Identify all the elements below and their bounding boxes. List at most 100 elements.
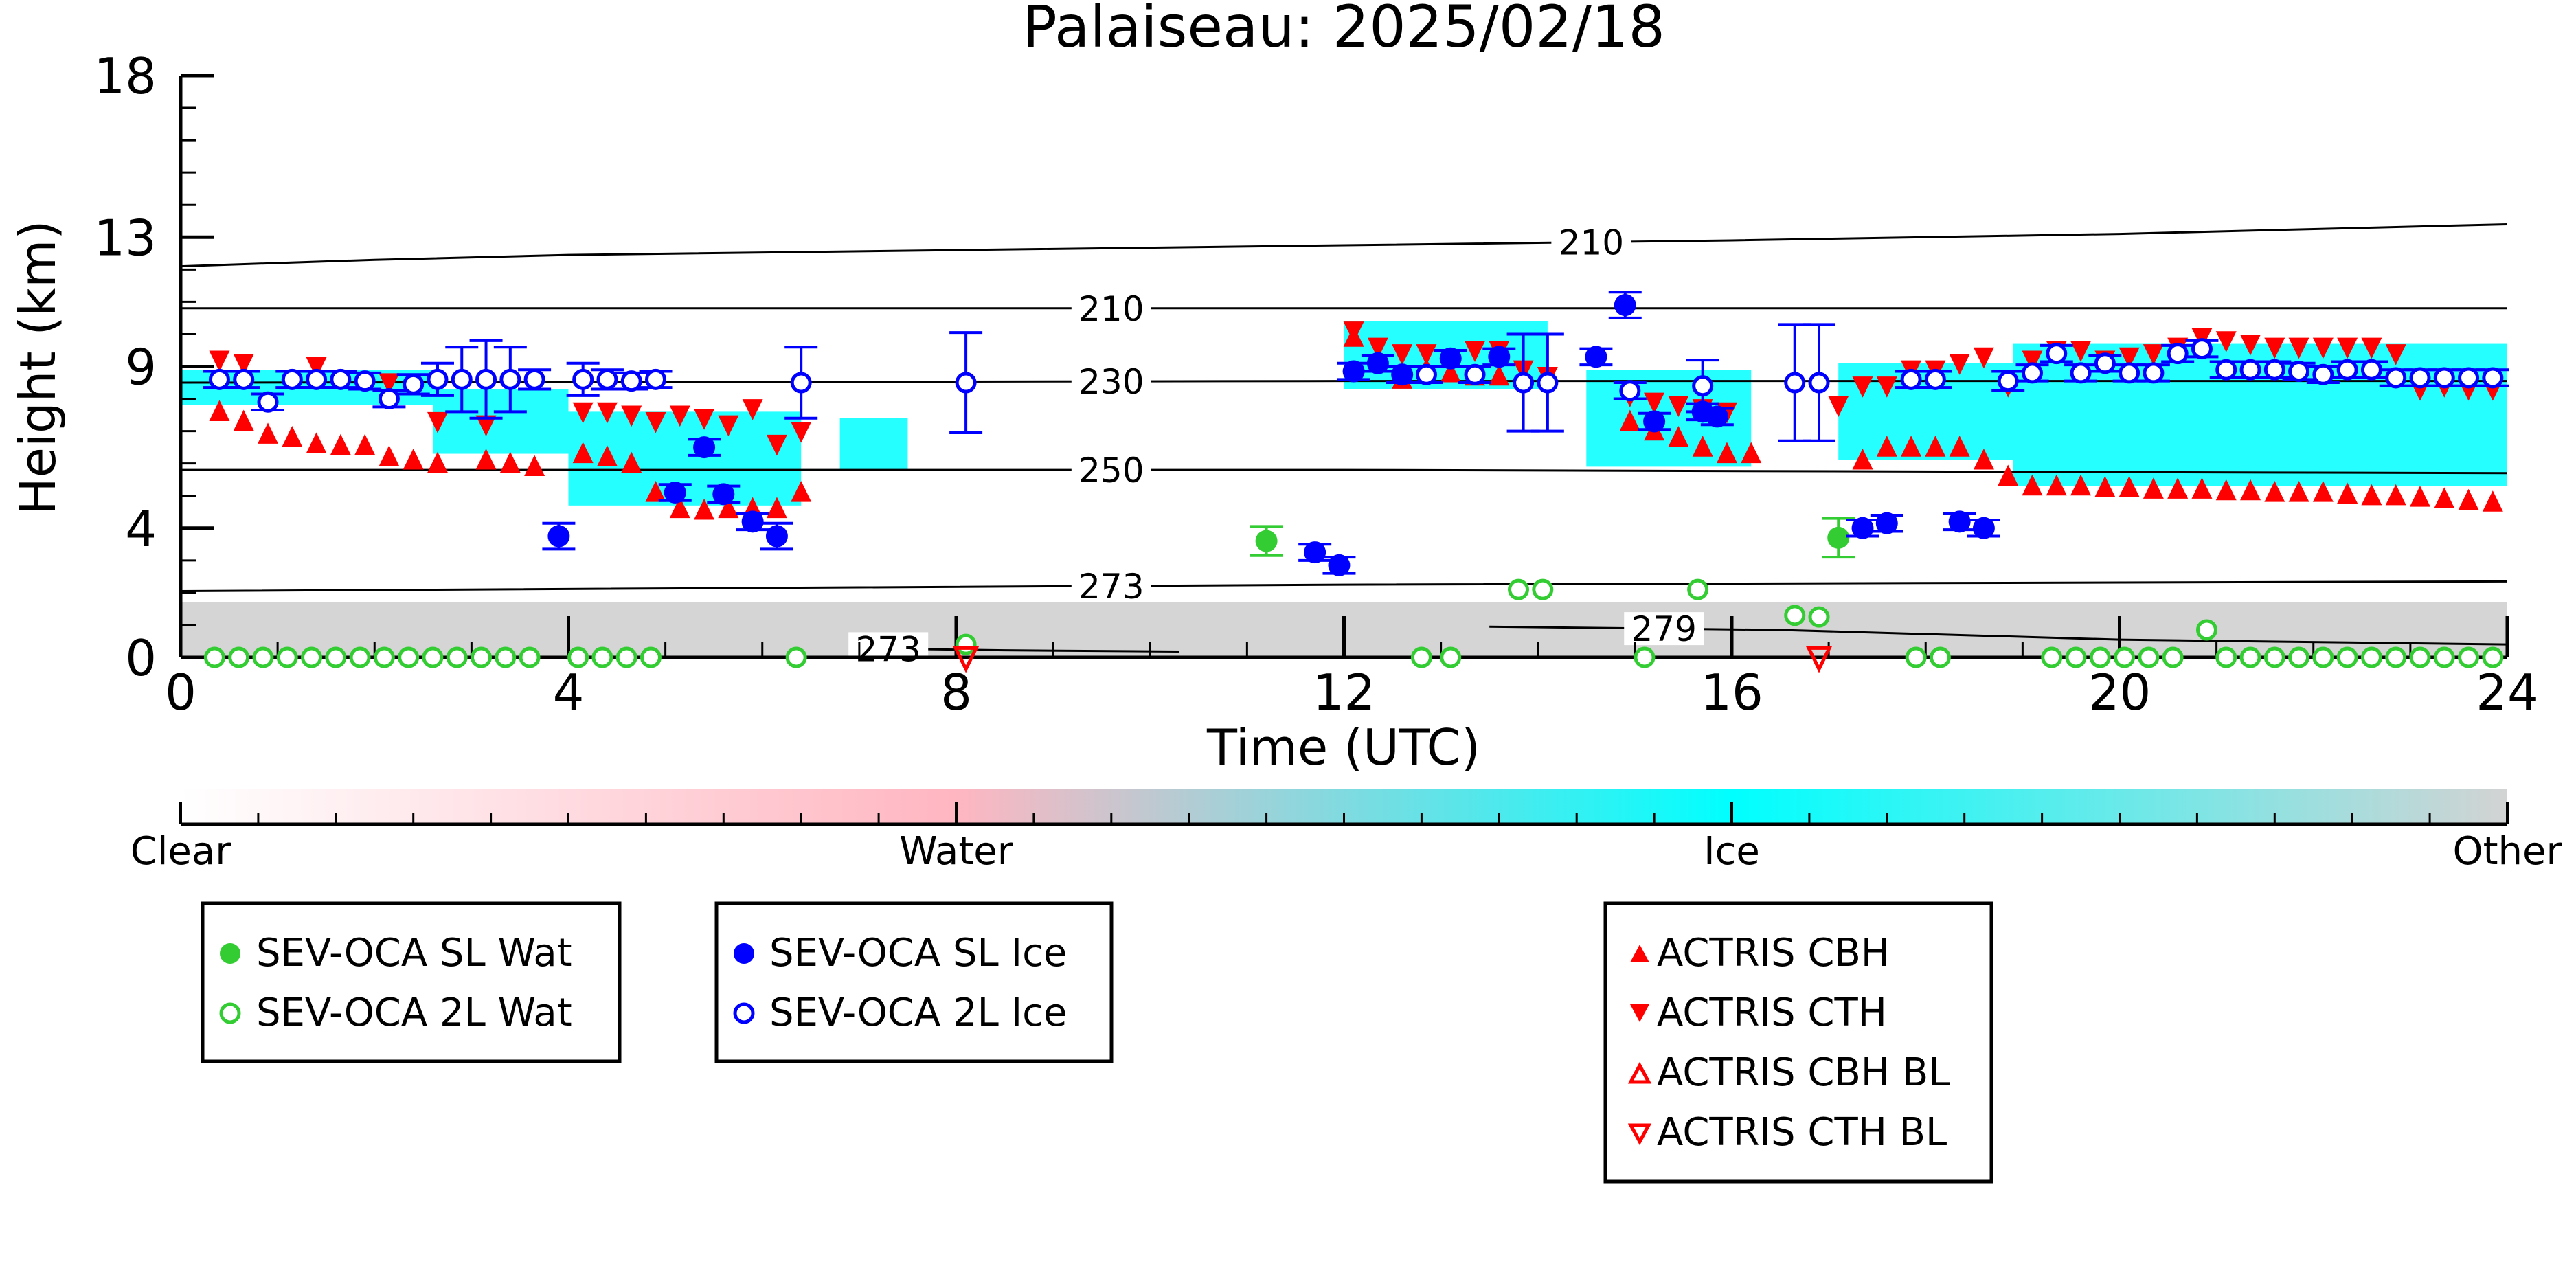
sev-oca-2l-wat-point — [252, 646, 274, 668]
sev-oca-2l-ice-point — [620, 370, 642, 392]
sev-oca-2l-wat-point — [2263, 646, 2285, 668]
legend-water-frame — [201, 901, 622, 1063]
legend-cbh-label: ACTRIS CBH — [1657, 931, 1890, 975]
sev-oca-sl-ice-point — [1851, 517, 1874, 539]
sev-oca-2l-wat-point — [2196, 619, 2218, 641]
actris-cbh-point — [1901, 436, 1922, 457]
sev-oca-2l-wat-point — [203, 646, 225, 668]
sev-oca-2l-wat-point — [2239, 646, 2261, 668]
actris-cbh-point — [2409, 486, 2430, 507]
actris-cbh-point — [2191, 477, 2213, 499]
data-marks — [203, 291, 2509, 673]
sev-oca-2l-wat-point — [2385, 646, 2407, 668]
sev-oca-2l-ice-point — [1900, 368, 1922, 390]
sev-oca-2l-wat-point — [1440, 646, 1462, 668]
contour-line-250-3 — [181, 468, 2508, 475]
sev-oca-2l-ice-point — [2021, 362, 2043, 384]
actris-cbh-point — [1998, 464, 2019, 486]
contour-label-4: 273 — [1078, 567, 1144, 607]
colorbar: Clear Water Ice Other — [131, 789, 2562, 874]
sev-oca-2l-wat-point — [2114, 646, 2136, 668]
sev-oca-2l-ice-point — [2312, 363, 2334, 385]
actris-cth-point — [306, 357, 327, 379]
actris-cbh-point — [791, 481, 812, 502]
sev-oca-sl-ice-point — [712, 483, 735, 506]
actris-cbh-point — [427, 451, 448, 473]
actris-cbh-point — [2288, 481, 2309, 502]
actris-cth-point — [1367, 337, 1388, 359]
y-tick-label: 13 — [93, 209, 157, 267]
sev-oca-2l-wat-point — [640, 646, 662, 668]
sev-oca-sl-ice-point — [741, 510, 764, 533]
colorbar-label-clear: Clear — [131, 829, 231, 874]
actris-cth-point — [1343, 321, 1364, 343]
contour-label-5: 273 — [855, 629, 920, 669]
actris-cbh-point — [403, 448, 424, 470]
actris-cbh-point — [1692, 436, 1713, 457]
sev-oca-sl-wat-point — [1827, 526, 1850, 549]
actris-cbh-point — [1619, 409, 1640, 431]
sev-oca-sl-ice-point — [1488, 346, 1511, 368]
actris-cbh-point — [2458, 488, 2479, 510]
actris-cbh-point — [2022, 474, 2043, 496]
sev-oca-sl-ice-point — [1585, 346, 1607, 368]
legend-ice-frame — [714, 901, 1114, 1063]
sev-oca-2l-ice-point — [427, 368, 449, 390]
sev-oca-2l-wat-point — [2458, 646, 2480, 668]
sev-oca-2l-wat-point — [1687, 578, 1709, 600]
sev-oca-2l-ice-point — [1997, 370, 2019, 392]
actris-cth-point — [1416, 344, 1437, 365]
actris-cth-point — [621, 405, 642, 427]
contour-label-1: 210 — [1078, 289, 1144, 329]
actris-cth-bl-point — [953, 646, 980, 673]
sev-oca-2l-wat-point — [2162, 646, 2184, 668]
actris-cbh-point — [766, 497, 787, 519]
sev-oca-2l-ice-point — [1808, 372, 1830, 394]
actris-cbh-point — [1489, 364, 1510, 386]
actris-cth-point — [233, 354, 254, 375]
actris-cbh-point — [572, 442, 594, 464]
sev-oca-2l-wat-point — [2065, 646, 2087, 668]
sev-oca-2l-wat-point — [398, 646, 420, 668]
colorbar-label-ice: Ice — [1704, 829, 1760, 874]
colorbar-ticks — [179, 802, 2509, 826]
sev-oca-2l-ice-point — [403, 373, 425, 395]
actris-cth-point — [718, 415, 739, 437]
sev-oca-2l-wat-point — [276, 646, 298, 668]
legend-sl-ice-label: SEV-OCA SL Ice — [769, 931, 1067, 975]
sev-oca-2l-wat-point — [1634, 646, 1656, 668]
actris-cbh-point — [2385, 484, 2406, 506]
legend-cbh-marker — [1630, 945, 1649, 962]
sev-oca-2l-ice-point — [2215, 359, 2237, 381]
actris-cth-point — [596, 402, 618, 424]
sev-oca-2l-wat-point — [446, 646, 468, 668]
sev-oca-2l-ice-point — [330, 368, 352, 390]
actris-cth-point — [2240, 334, 2261, 356]
actris-cbh-point — [1852, 448, 1873, 470]
sev-oca-2l-wat-point — [1410, 646, 1432, 668]
sev-oca-2l-wat-point — [2433, 646, 2455, 668]
sev-oca-2l-ice-point — [790, 372, 812, 394]
sev-oca-2l-ice-point — [378, 388, 400, 410]
actris-cbh-point — [499, 451, 521, 473]
actris-cth-point — [1644, 392, 1665, 414]
sev-oca-sl-ice-point — [1875, 512, 1898, 534]
sev-oca-2l-wat-point — [615, 646, 637, 668]
sev-oca-2l-wat-point — [349, 646, 371, 668]
actris-cbh-point — [2312, 481, 2334, 502]
sev-oca-2l-ice-point — [257, 391, 279, 413]
x-tick-label: 8 — [940, 664, 972, 721]
sev-oca-2l-ice-point — [499, 368, 521, 390]
sev-oca-2l-wat-point — [2089, 646, 2111, 668]
sev-oca-2l-wat-point — [1929, 646, 1951, 668]
actris-cth-bl-point — [1806, 646, 1833, 673]
actris-cbh-point — [379, 445, 400, 466]
sev-oca-2l-wat-point — [301, 646, 323, 668]
sev-oca-sl-ice-point — [1643, 410, 1666, 433]
sev-oca-2l-wat-point — [1808, 606, 1830, 628]
actris-cth-point — [669, 405, 690, 427]
legend-2l-ice-label: SEV-OCA 2L Ice — [769, 991, 1067, 1035]
actris-cbh-point — [330, 433, 351, 455]
sev-oca-2l-ice-point — [2288, 361, 2310, 383]
sev-oca-2l-ice-point — [1692, 375, 1714, 397]
